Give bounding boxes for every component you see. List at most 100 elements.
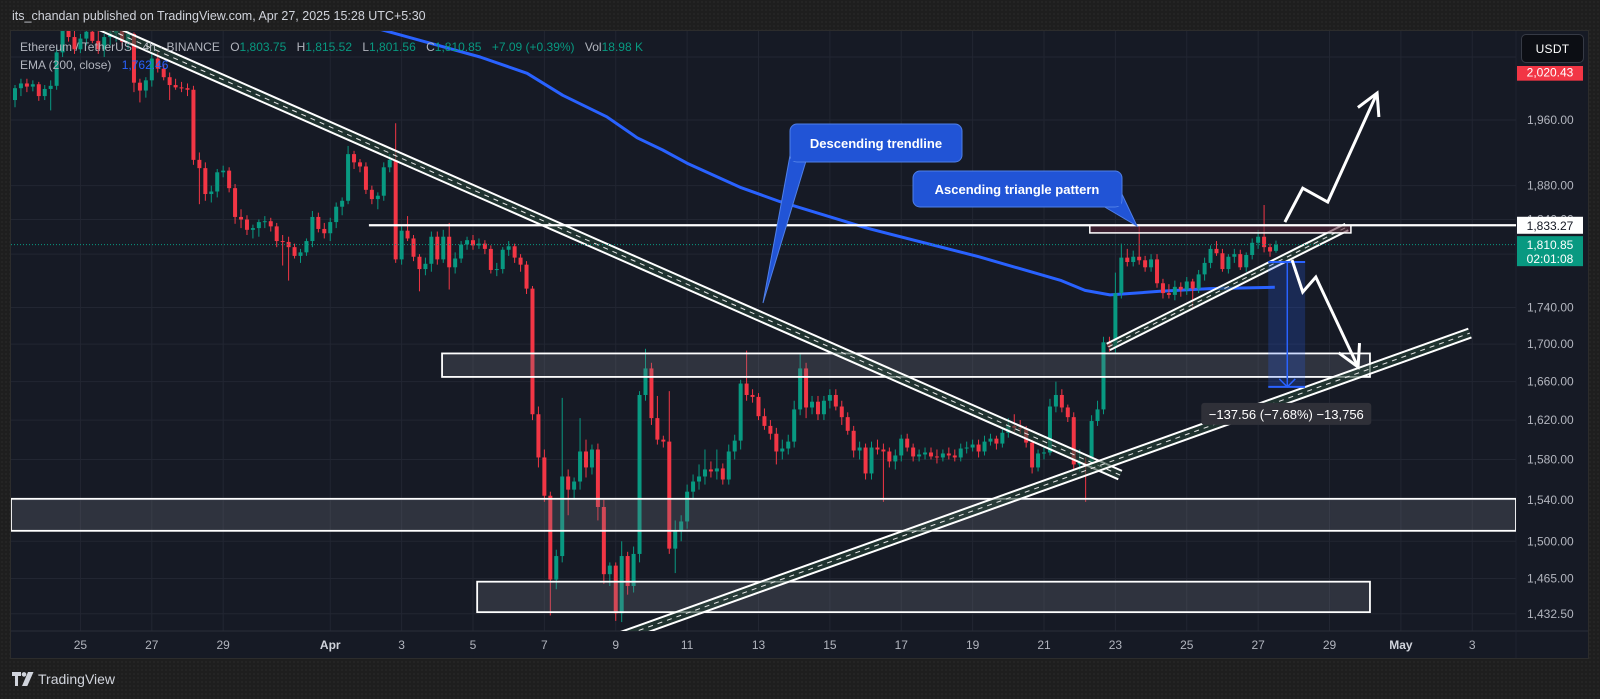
candle-body xyxy=(24,83,29,87)
ascending-callout-text: Ascending triangle pattern xyxy=(935,182,1100,197)
candle xyxy=(298,248,303,263)
candle-body xyxy=(488,248,493,270)
candle-body xyxy=(137,82,142,91)
time-axis-label: 27 xyxy=(1251,638,1265,652)
candle-body xyxy=(792,409,797,442)
symbol-title[interactable]: Ethereum / TetherUS · 4h · BINANCE xyxy=(20,40,220,54)
candle-body xyxy=(1101,342,1106,410)
candle xyxy=(702,449,707,485)
candle xyxy=(899,434,904,462)
candle-body xyxy=(821,400,826,415)
candle xyxy=(494,262,499,277)
candle-body xyxy=(869,447,874,474)
time-axis-label: 3 xyxy=(1469,638,1476,652)
candle-body xyxy=(1065,407,1070,418)
candle xyxy=(655,395,660,445)
candle xyxy=(1226,254,1231,274)
candle-body xyxy=(256,222,261,229)
ema-title[interactable]: EMA (200, close) xyxy=(20,58,112,72)
candle xyxy=(54,47,59,90)
candle-body xyxy=(1196,274,1201,289)
candle xyxy=(18,78,23,97)
candle-body xyxy=(1131,256,1136,263)
price-axis[interactable]: 1,960.001,880.001,840.001,740.001,700.00… xyxy=(1517,64,1583,621)
callout-pointer xyxy=(762,149,807,304)
candle xyxy=(1273,240,1278,253)
candle-body xyxy=(346,154,351,201)
time-axis-label: Apr xyxy=(320,638,341,652)
candle-body xyxy=(548,495,553,580)
candle-body xyxy=(197,159,202,169)
candle xyxy=(280,234,285,266)
candle-body xyxy=(845,417,850,431)
candle xyxy=(250,224,255,239)
candle-body xyxy=(643,368,648,395)
candle-body xyxy=(613,565,618,614)
candle xyxy=(1101,336,1106,415)
candle xyxy=(708,461,713,478)
candle xyxy=(310,210,315,248)
candle xyxy=(768,420,773,440)
candle-body xyxy=(1119,257,1124,294)
price-axis-label: 1,432.50 xyxy=(1527,607,1574,621)
callout-box xyxy=(789,123,963,163)
time-axis[interactable]: 25 27 29 Apr 3 5 7 9 11 13 15 17 19 21 23 25 27 29 May 3 xyxy=(74,638,1476,652)
candle xyxy=(239,209,244,229)
candle-body xyxy=(375,195,380,200)
candle xyxy=(1244,252,1249,272)
candle-body xyxy=(714,468,719,472)
candle-body xyxy=(899,438,904,456)
candle xyxy=(625,551,630,595)
badge-price: 1,810.85 xyxy=(1527,238,1574,252)
candle-body xyxy=(96,40,101,50)
supply-zone-1665-1690 xyxy=(441,352,1371,378)
candle-body xyxy=(732,440,737,452)
candle-body xyxy=(976,444,981,452)
candle xyxy=(13,85,17,108)
candle xyxy=(518,254,523,272)
candle-body xyxy=(578,451,583,482)
candle xyxy=(203,162,208,201)
candle xyxy=(328,217,333,242)
legend-row-ema: EMA (200, close) 1,762.46 xyxy=(20,58,168,72)
candle-body xyxy=(512,246,517,258)
band-center-dash xyxy=(635,332,1471,631)
currency-button[interactable]: USDT xyxy=(1521,34,1584,63)
volume-label: Vol xyxy=(584,40,602,54)
candle-body xyxy=(863,447,868,474)
candle xyxy=(512,243,517,263)
candle-body xyxy=(720,468,725,480)
candle-body xyxy=(393,159,398,260)
candle xyxy=(857,441,862,460)
candle xyxy=(441,229,446,263)
tradingview-logo-icon xyxy=(12,672,34,686)
candle-body xyxy=(1149,259,1154,268)
candle xyxy=(976,439,981,458)
ascending-triangle-support xyxy=(1106,222,1349,352)
candle-body xyxy=(780,448,785,452)
candle-body xyxy=(233,188,238,217)
candle xyxy=(934,449,939,464)
candle-body xyxy=(786,441,791,449)
candle-body xyxy=(1220,253,1225,270)
candle xyxy=(810,395,815,415)
candle-body xyxy=(1030,442,1035,468)
band-edge-line xyxy=(1106,222,1346,345)
candle-body xyxy=(726,451,731,480)
candle xyxy=(851,425,856,458)
price-axis-label: 1,500.00 xyxy=(1527,534,1574,548)
candle-body xyxy=(292,247,297,256)
candle xyxy=(661,435,666,448)
high-label: H xyxy=(296,40,306,54)
candle-body xyxy=(203,168,208,195)
candle-body xyxy=(209,191,214,195)
candle-body xyxy=(161,68,166,78)
candle-body xyxy=(1256,236,1261,243)
demand-zone-1434-1462 xyxy=(476,580,1371,614)
candle xyxy=(1143,255,1148,272)
candle-body xyxy=(619,556,624,614)
candle-body xyxy=(756,396,761,417)
candle-body xyxy=(215,172,220,192)
candle-body xyxy=(500,249,505,270)
